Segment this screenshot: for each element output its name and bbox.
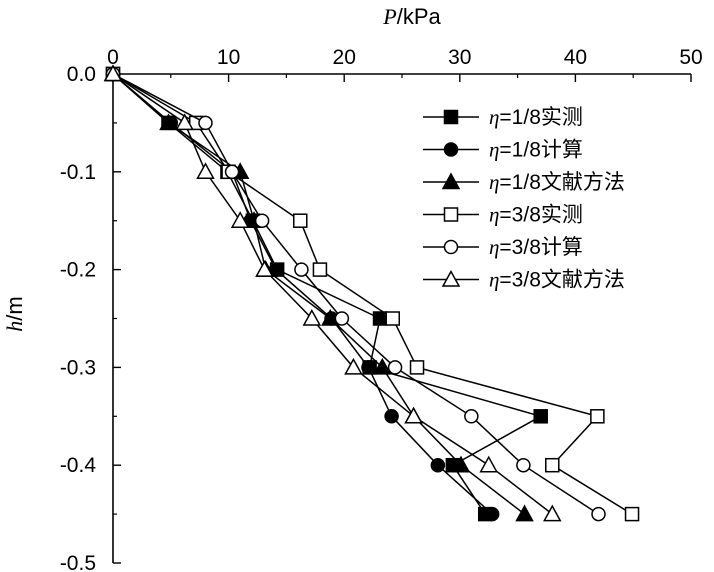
data-point-circle [294, 262, 309, 277]
legend-marker-circle [443, 142, 459, 157]
data-point-circle [430, 457, 446, 473]
y-tick-label: -0.4 [60, 454, 97, 477]
data-point-circle [361, 360, 376, 375]
y-tick-label: -0.3 [60, 356, 96, 379]
data-point-square [312, 262, 328, 277]
legend-label: η=1/8实测 [489, 105, 583, 129]
data-point-circle [464, 409, 479, 424]
data-point-triangle [321, 308, 340, 326]
data-point-triangle [175, 113, 194, 131]
legend-marker-triangle [441, 172, 461, 190]
legend-marker-circle [443, 239, 459, 255]
legend-label: η=1/8文献方法 [489, 170, 625, 194]
x-tick-label: 30 [448, 46, 471, 69]
data-point-square [293, 213, 308, 228]
series-line [112, 73, 543, 515]
y-axis-title: h/m [2, 296, 27, 331]
data-point-triangle [451, 455, 471, 473]
data-point-triangle [302, 308, 322, 326]
data-point-square [590, 409, 605, 424]
x-tick-label: 0 [107, 46, 119, 69]
legend-marker-square [443, 207, 459, 222]
data-point-circle [484, 506, 500, 522]
legend-label: η=1/8计算 [489, 138, 583, 162]
y-tick-label: 0.0 [67, 63, 96, 86]
data-point-circle [334, 311, 350, 326]
y-tick-label: -0.5 [60, 552, 96, 572]
legend-entry: η=3/8文献方法 [423, 268, 625, 292]
data-point-square [545, 457, 560, 473]
data-point-square [372, 311, 388, 326]
data-point-triangle [344, 357, 363, 375]
series-2 [105, 66, 500, 522]
data-point-triangle [230, 211, 250, 228]
legend-entry: η=1/8计算 [423, 138, 583, 162]
data-point-triangle [196, 162, 215, 180]
data-point-square [624, 506, 640, 522]
data-point-triangle [103, 64, 123, 82]
legend-label: η=3/8文献方法 [489, 268, 625, 292]
series-line [112, 73, 633, 515]
data-point-triangle [479, 455, 498, 473]
series-6 [103, 64, 562, 522]
series-line [112, 73, 553, 515]
data-point-circle [198, 115, 213, 131]
series-1 [105, 66, 548, 522]
data-point-square [533, 409, 548, 424]
data-point-circle [254, 213, 270, 228]
series-line [112, 73, 525, 515]
data-point-circle [384, 409, 399, 424]
y-tick-label: -0.2 [60, 259, 96, 282]
x-tick-label: 40 [564, 46, 587, 69]
data-point-circle [387, 360, 403, 375]
x-tick-label: 20 [333, 46, 356, 69]
data-point-triangle [255, 260, 274, 277]
legend-label: η=3/8计算 [489, 235, 583, 259]
x-tick-label: 10 [217, 46, 240, 69]
data-point-square [409, 360, 425, 375]
data-point-square [385, 311, 401, 326]
legend-entry: η=3/8实测 [423, 203, 583, 227]
series-line [112, 73, 599, 515]
data-point-triangle [543, 504, 562, 522]
data-point-triangle [515, 504, 534, 522]
data-point-circle [516, 457, 531, 473]
data-point-triangle [404, 406, 423, 424]
legend-entry: η=1/8实测 [423, 105, 583, 129]
data-point-triangle [159, 113, 178, 131]
x-axis-title: P/kPa [382, 4, 441, 29]
legend: η=1/8实测 η=1/8计算 η=1/8文献方法 η=3/8实测 η=3/8计算 η=3… [423, 105, 625, 292]
data-point-triangle [373, 357, 392, 375]
legend-marker-square [443, 109, 459, 125]
axes: 0 10 20 30 40 50 0.0 -0.1 -0.2 -0.3 -0.4 -0.5 [60, 46, 703, 572]
data-point-circle [591, 506, 606, 522]
x-tick-label: 50 [679, 46, 702, 69]
data-point-circle [224, 164, 240, 180]
series-4 [105, 66, 640, 522]
y-tick-label: -0.1 [60, 161, 96, 184]
legend-marker-triangle [441, 269, 461, 287]
series-layer [103, 64, 640, 522]
legend-entry: η=3/8计算 [423, 235, 583, 259]
series-line [112, 73, 493, 515]
legend-label: η=3/8实测 [489, 203, 583, 227]
legend-entry: η=1/8文献方法 [423, 170, 625, 194]
